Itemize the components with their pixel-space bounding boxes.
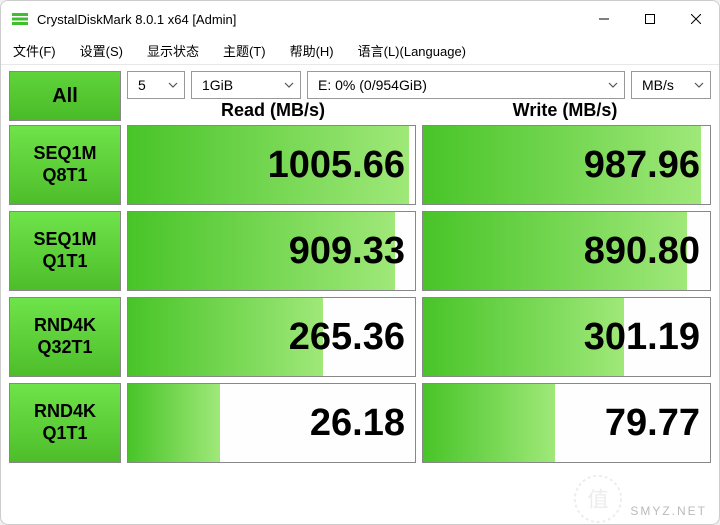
window-title: CrystalDiskMark 8.0.1 x64 [Admin]: [37, 12, 581, 27]
read-result-value: 1005.66: [268, 144, 405, 187]
read-result-cell: 26.18: [127, 383, 416, 463]
drive-value: E: 0% (0/954GiB): [318, 77, 427, 93]
chevron-down-icon: [284, 82, 294, 88]
run-all-label: All: [52, 85, 78, 108]
test-row: RND4KQ32T1 265.36 301.19: [9, 297, 711, 377]
read-result-value: 26.18: [310, 402, 405, 445]
test-label-1: SEQ1M: [33, 229, 96, 251]
menu-display[interactable]: 显示状态: [143, 39, 203, 62]
test-label-2: Q1T1: [42, 423, 87, 445]
chevron-down-icon: [608, 82, 618, 88]
test-count-value: 5: [138, 77, 146, 93]
test-size-value: 1GiB: [202, 77, 233, 93]
test-button[interactable]: RND4KQ32T1: [9, 297, 121, 377]
maximize-button[interactable]: [627, 1, 673, 37]
read-result-cell: 1005.66: [127, 125, 416, 205]
menu-settings[interactable]: 设置(S): [76, 39, 127, 62]
write-header: Write (MB/s): [419, 100, 711, 121]
menu-language[interactable]: 语言(L)(Language): [354, 39, 470, 62]
read-result-cell: 909.33: [127, 211, 416, 291]
write-result-cell: 987.96: [422, 125, 711, 205]
menu-help[interactable]: 帮助(H): [286, 39, 338, 62]
test-count-select[interactable]: 5: [127, 71, 185, 99]
minimize-button[interactable]: [581, 1, 627, 37]
titlebar: CrystalDiskMark 8.0.1 x64 [Admin]: [1, 1, 719, 37]
test-label-1: RND4K: [34, 401, 96, 423]
test-button[interactable]: SEQ1MQ8T1: [9, 125, 121, 205]
drive-select[interactable]: E: 0% (0/954GiB): [307, 71, 625, 99]
unit-select[interactable]: MB/s: [631, 71, 711, 99]
read-header: Read (MB/s): [127, 100, 419, 121]
minimize-icon: [599, 14, 609, 24]
write-result-value: 890.80: [584, 230, 700, 273]
write-result-bar: [423, 384, 555, 462]
chevron-down-icon: [168, 82, 178, 88]
menubar: 文件(F) 设置(S) 显示状态 主题(T) 帮助(H) 语言(L)(Langu…: [1, 37, 719, 65]
window-controls: [581, 1, 719, 37]
menu-theme[interactable]: 主题(T): [219, 39, 270, 62]
app-icon: [11, 10, 29, 28]
read-result-cell: 265.36: [127, 297, 416, 377]
chevron-down-icon: [694, 82, 704, 88]
test-size-select[interactable]: 1GiB: [191, 71, 301, 99]
test-label-1: SEQ1M: [33, 143, 96, 165]
unit-value: MB/s: [642, 77, 674, 93]
content-area: All 5 1GiB E: 0% (0/954GiB): [1, 65, 719, 524]
write-result-value: 79.77: [605, 402, 700, 445]
close-icon: [691, 14, 701, 24]
read-result-value: 909.33: [289, 230, 405, 273]
read-result-value: 265.36: [289, 316, 405, 359]
test-row: SEQ1MQ8T1 1005.66 987.96: [9, 125, 711, 205]
read-result-bar: [128, 384, 220, 462]
test-button[interactable]: RND4KQ1T1: [9, 383, 121, 463]
test-label-1: RND4K: [34, 315, 96, 337]
test-button[interactable]: SEQ1MQ1T1: [9, 211, 121, 291]
test-row: SEQ1MQ1T1 909.33 890.80: [9, 211, 711, 291]
results-grid: SEQ1MQ8T11005.66987.96SEQ1MQ1T1909.33890…: [9, 125, 711, 463]
write-result-value: 987.96: [584, 144, 700, 187]
test-label-2: Q32T1: [37, 337, 92, 359]
test-row: RND4KQ1T1 26.18 79.77: [9, 383, 711, 463]
controls-row: All 5 1GiB E: 0% (0/954GiB): [9, 71, 711, 121]
test-label-2: Q8T1: [42, 165, 87, 187]
write-result-value: 301.19: [584, 316, 700, 359]
write-result-cell: 890.80: [422, 211, 711, 291]
menu-file[interactable]: 文件(F): [9, 39, 60, 62]
write-result-cell: 79.77: [422, 383, 711, 463]
write-result-cell: 301.19: [422, 297, 711, 377]
test-label-2: Q1T1: [42, 251, 87, 273]
app-window: CrystalDiskMark 8.0.1 x64 [Admin] 文件(F) …: [0, 0, 720, 525]
close-button[interactable]: [673, 1, 719, 37]
maximize-icon: [645, 14, 655, 24]
run-all-button[interactable]: All: [9, 71, 121, 121]
